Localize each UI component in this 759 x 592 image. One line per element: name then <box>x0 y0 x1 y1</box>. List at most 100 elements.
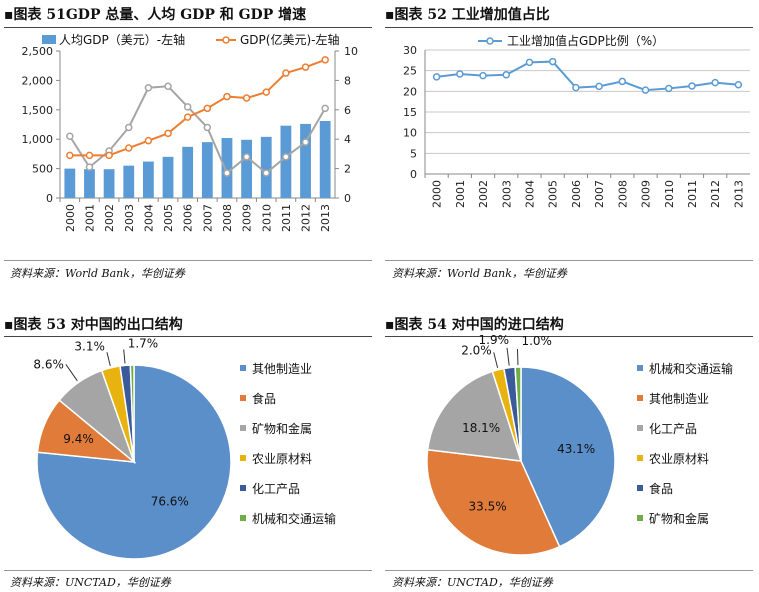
series-line <box>436 60 739 92</box>
chart-53-source: 资料来源：UNCTAD，华创证券 <box>10 576 171 589</box>
data-point <box>456 70 464 78</box>
x-tick-label: 2004 <box>142 204 155 232</box>
data-label: 18.1% <box>462 421 500 435</box>
data-point <box>734 80 743 89</box>
data-point <box>262 88 270 96</box>
legend-swatch <box>240 455 246 461</box>
leader-line <box>516 349 519 366</box>
divider <box>385 336 753 337</box>
x-tick-label: 2010 <box>663 180 676 208</box>
legend-label: GDP(亿美元)-左轴 <box>240 32 339 47</box>
x-tick-label: 2009 <box>241 204 254 232</box>
y-tick-label: 10 <box>403 127 417 140</box>
x-tick-label: 2003 <box>500 180 513 208</box>
bar <box>64 168 76 198</box>
x-tick-label: 2011 <box>686 180 699 208</box>
legend-label: 其他制造业 <box>252 362 312 376</box>
y-left-tick-label: 500 <box>32 163 53 176</box>
data-point <box>262 169 270 177</box>
legend-label: 机械和交通运输 <box>252 511 336 526</box>
data-point <box>618 77 627 86</box>
x-tick-label: 2011 <box>280 204 293 232</box>
data-point <box>66 132 74 141</box>
bar <box>201 142 213 198</box>
data-point <box>548 57 557 66</box>
y-right-tick-label: 0 <box>344 192 351 205</box>
legend-label: 矿物和金属 <box>252 421 312 436</box>
x-tick-label: 2009 <box>640 180 653 208</box>
legend-swatch <box>637 455 643 461</box>
data-point <box>242 153 251 161</box>
chart-52-title: ▪图表 52 工业增加值占比 <box>385 7 550 23</box>
y-right-tick-label: 6 <box>344 104 351 117</box>
data-point <box>144 84 153 92</box>
y-tick-label: 30 <box>403 44 417 57</box>
y-tick-label: 20 <box>403 85 417 98</box>
legend-swatch <box>240 395 246 401</box>
x-tick-label: 2010 <box>260 204 273 232</box>
bar <box>221 138 233 198</box>
x-tick-label: 2003 <box>123 204 136 232</box>
data-point <box>164 82 172 91</box>
y-tick-label: 0 <box>410 168 417 181</box>
chart-53-title: ▪图表 53 对中国的出口结构 <box>4 317 183 333</box>
y-tick-label: 15 <box>403 106 417 119</box>
series-line <box>68 85 327 175</box>
bar <box>280 125 292 198</box>
leader-line <box>106 352 111 367</box>
divider <box>385 27 753 28</box>
legend-swatch <box>637 365 643 371</box>
leader-line <box>506 347 510 366</box>
divider <box>4 27 372 28</box>
data-point <box>688 82 696 90</box>
data-point <box>203 104 212 113</box>
data-point <box>525 58 534 67</box>
data-point <box>665 84 673 93</box>
x-tick-label: 2012 <box>709 180 722 208</box>
data-point <box>301 138 310 146</box>
data-point <box>301 63 310 71</box>
data-point <box>203 123 212 132</box>
x-tick-label: 2008 <box>616 180 629 208</box>
legend-label: 食品 <box>252 391 276 406</box>
legend-swatch <box>240 515 246 521</box>
pie-slice <box>514 366 522 462</box>
bar <box>241 139 253 198</box>
data-point <box>183 103 192 111</box>
divider <box>4 336 372 337</box>
x-tick-label: 2013 <box>732 180 745 208</box>
chart-52-source: 资料来源：World Bank，华创证券 <box>392 267 567 280</box>
data-point <box>125 144 133 152</box>
data-label: 76.6% <box>151 495 189 509</box>
legend-marker <box>222 36 230 44</box>
chart-51-source: 资料来源：World Bank，华创证券 <box>10 267 185 280</box>
data-point <box>321 104 329 113</box>
x-tick-label: 2008 <box>221 204 234 232</box>
data-point <box>85 151 94 160</box>
chart-54-source: 资料来源：UNCTAD，华创证券 <box>392 576 553 589</box>
legend-label: 工业增加值占GDP比例（%） <box>507 33 664 48</box>
data-point <box>223 169 231 177</box>
x-tick-label: 2000 <box>64 204 77 232</box>
legend-label: 化工产品 <box>252 482 300 496</box>
y-right-tick-label: 8 <box>344 74 351 87</box>
y-right-tick-label: 10 <box>344 45 358 58</box>
y-right-tick-label: 2 <box>344 163 351 176</box>
y-left-tick-label: 1,000 <box>22 133 54 146</box>
leader-line <box>123 349 126 364</box>
data-label: 8.6% <box>33 357 64 371</box>
bar <box>300 123 311 198</box>
x-tick-label: 2002 <box>103 204 116 232</box>
legend-label: 机械和交通运输 <box>649 361 733 376</box>
data-point <box>282 153 290 161</box>
data-point <box>479 71 487 80</box>
legend-label: 其他制造业 <box>649 392 709 406</box>
data-point <box>572 83 580 92</box>
pie-slice <box>36 364 232 560</box>
legend-label: 食品 <box>649 481 673 496</box>
data-point <box>711 78 719 87</box>
chart-54-title: ▪图表 54 对中国的进口结构 <box>385 317 564 333</box>
pie-slice <box>129 364 135 463</box>
legend-swatch <box>42 35 56 44</box>
legend-swatch <box>637 515 643 521</box>
